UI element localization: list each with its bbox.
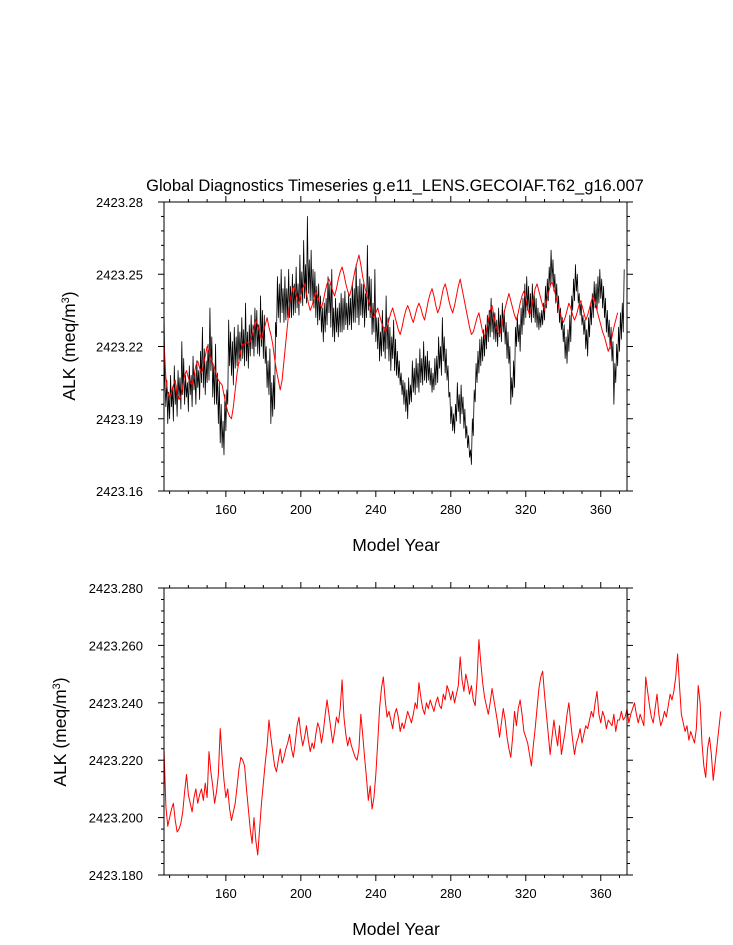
bottom-x-axis-label: Model Year [352, 919, 440, 939]
plot-frame [163, 587, 628, 876]
series-line-annual [163, 254, 619, 420]
series-line-monthly [163, 216, 625, 465]
top-y-axis-label: ALK (meq/m3) [59, 291, 79, 400]
series-line-annual [163, 639, 722, 856]
x-tick-label: 200 [290, 886, 312, 901]
y-tick-label: 2423.240 [89, 696, 143, 711]
x-tick-label: 160 [215, 502, 237, 517]
x-tick-label: 240 [365, 886, 387, 901]
y-tick-label: 2423.25 [96, 267, 143, 282]
top-y-axis-label-text: ALK (meq/m [59, 303, 79, 400]
y-tick-label: 2423.180 [89, 868, 143, 883]
top-x-axis-label: Model Year [352, 535, 440, 555]
x-tick-label: 280 [440, 886, 462, 901]
top-timeseries-panel: 160 200 240 280 320 360 2423.16 2423.19 2423.22 2… [96, 195, 633, 517]
x-tick-label: 320 [515, 502, 537, 517]
y-tick-label: 2423.280 [89, 581, 143, 596]
x-tick-label: 320 [515, 886, 537, 901]
top-y-axis-label-close: ) [59, 291, 79, 297]
y-tick-label: 2423.260 [89, 638, 143, 653]
chart-title: Global Diagnostics Timeseries g.e11_LENS… [146, 177, 644, 195]
x-tick-label: 200 [290, 502, 312, 517]
bottom-timeseries-panel: 160 200 240 280 320 360 2423.180 2423.200 2423.2… [89, 581, 722, 901]
y-tick-label: 2423.22 [96, 340, 143, 355]
x-tick-label: 360 [590, 502, 612, 517]
bottom-y-axis-label-close: ) [50, 677, 70, 683]
y-tick-label: 2423.28 [96, 195, 143, 210]
x-tick-label: 160 [215, 886, 237, 901]
x-tick-label: 280 [440, 502, 462, 517]
bottom-y-axis-label-sup: 3 [51, 683, 63, 689]
x-tick-label: 240 [365, 502, 387, 517]
bottom-y-axis-label: ALK (meq/m3) [50, 677, 70, 786]
bottom-y-axis-label-text: ALK (meq/m [50, 689, 70, 786]
y-tick-label: 2423.220 [89, 753, 143, 768]
y-tick-label: 2423.16 [96, 484, 143, 499]
y-tick-label: 2423.200 [89, 811, 143, 826]
top-y-axis-label-sup: 3 [60, 297, 72, 303]
y-tick-label: 2423.19 [96, 412, 143, 427]
x-tick-label: 360 [590, 886, 612, 901]
